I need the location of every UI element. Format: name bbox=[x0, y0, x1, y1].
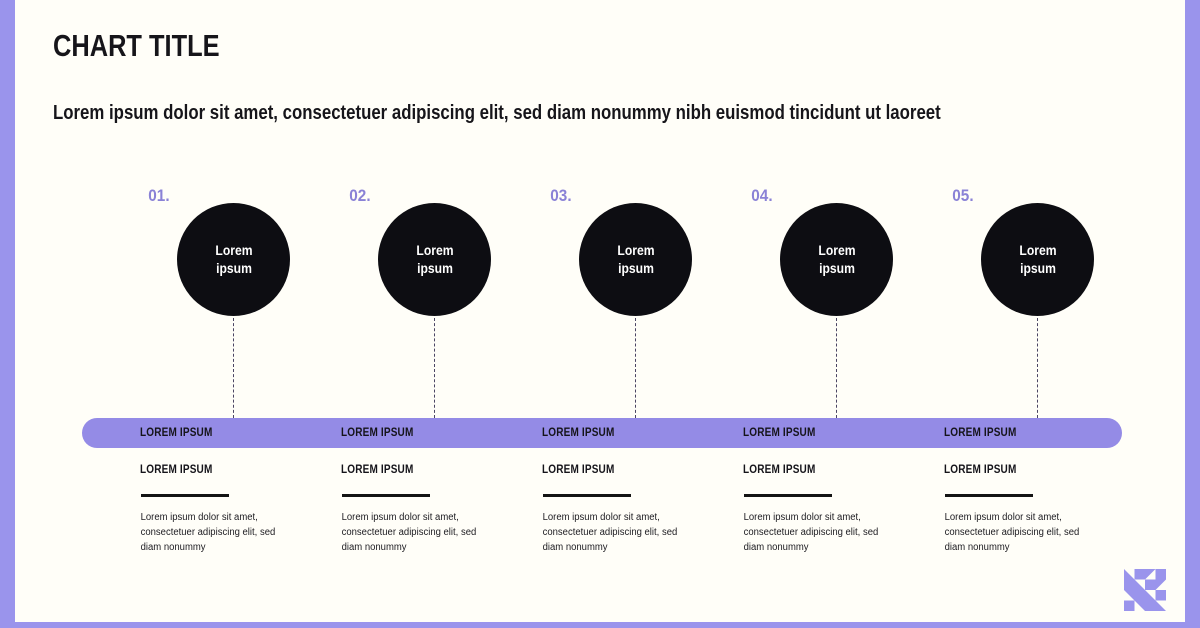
bar-label: LOREM IPSUM bbox=[742, 427, 816, 439]
page-title: CHART TITLE bbox=[53, 28, 220, 63]
step-3-cell: 03. bbox=[535, 186, 736, 206]
step-heading: LOREM IPSUM bbox=[541, 464, 615, 476]
step-bodies-row: Lorem ipsum dolor sit amet, consectetuer… bbox=[133, 511, 1138, 555]
divider-line bbox=[543, 494, 631, 497]
circle-label: Lorem ipsum bbox=[415, 242, 454, 276]
connector-line bbox=[233, 318, 234, 418]
step-circles-row: Lorem ipsum Lorem ipsum Lorem ipsum Lore… bbox=[133, 203, 1138, 316]
circle-label: Lorem ipsum bbox=[616, 242, 655, 276]
connector-line bbox=[434, 318, 435, 418]
step-4-cell: 04. bbox=[736, 186, 937, 206]
circle-label: Lorem ipsum bbox=[214, 242, 253, 276]
step-numbers-row: 01. 02. 03. 04. 05. bbox=[133, 186, 1138, 206]
mosaic-squares-logo-icon bbox=[1124, 569, 1166, 611]
step-headings-row: LOREM IPSUM LOREM IPSUM LOREM IPSUM LORE… bbox=[133, 464, 1138, 476]
dividers-row bbox=[133, 494, 1138, 497]
bar-label: LOREM IPSUM bbox=[541, 427, 615, 439]
divider-line bbox=[342, 494, 430, 497]
step-number: 02. bbox=[349, 186, 371, 205]
circle-label: Lorem ipsum bbox=[817, 242, 856, 276]
connector-line bbox=[1037, 318, 1038, 418]
circle-label: Lorem ipsum bbox=[1018, 242, 1057, 276]
step-5-cell: 05. bbox=[937, 186, 1138, 206]
bar-label: LOREM IPSUM bbox=[139, 427, 213, 439]
step-heading: LOREM IPSUM bbox=[742, 464, 816, 476]
step-body: Lorem ipsum dolor sit amet, consectetuer… bbox=[140, 512, 276, 553]
step-body: Lorem ipsum dolor sit amet, consectetuer… bbox=[341, 512, 477, 553]
step-circle: Lorem ipsum bbox=[579, 203, 692, 316]
frame-right-band bbox=[1185, 0, 1200, 628]
step-number: 04. bbox=[751, 186, 773, 205]
step-heading: LOREM IPSUM bbox=[340, 464, 414, 476]
step-body: Lorem ipsum dolor sit amet, consectetuer… bbox=[944, 512, 1080, 553]
step-2-cell: 02. bbox=[334, 186, 535, 206]
step-number: 03. bbox=[550, 186, 572, 205]
bar-label: LOREM IPSUM bbox=[943, 427, 1017, 439]
frame-left-band bbox=[0, 0, 15, 628]
timeline-bar bbox=[82, 418, 1122, 448]
divider-line bbox=[945, 494, 1033, 497]
step-heading: LOREM IPSUM bbox=[139, 464, 213, 476]
step-circle: Lorem ipsum bbox=[378, 203, 491, 316]
connector-line bbox=[836, 318, 837, 418]
bar-labels-row: LOREM IPSUM LOREM IPSUM LOREM IPSUM LORE… bbox=[133, 418, 1138, 448]
step-heading: LOREM IPSUM bbox=[943, 464, 1017, 476]
step-number: 01. bbox=[148, 186, 170, 205]
connector-line bbox=[635, 318, 636, 418]
step-circle: Lorem ipsum bbox=[780, 203, 893, 316]
step-number: 05. bbox=[952, 186, 974, 205]
step-1-cell: 01. bbox=[133, 186, 334, 206]
divider-line bbox=[141, 494, 229, 497]
frame-bottom-band bbox=[0, 622, 1200, 628]
step-circle: Lorem ipsum bbox=[981, 203, 1094, 316]
step-body: Lorem ipsum dolor sit amet, consectetuer… bbox=[743, 512, 879, 553]
divider-line bbox=[744, 494, 832, 497]
brand-logo bbox=[1124, 569, 1166, 611]
step-body: Lorem ipsum dolor sit amet, consectetuer… bbox=[542, 512, 678, 553]
bar-label: LOREM IPSUM bbox=[340, 427, 414, 439]
page-subtitle: Lorem ipsum dolor sit amet, consectetuer… bbox=[53, 102, 941, 124]
step-circle: Lorem ipsum bbox=[177, 203, 290, 316]
